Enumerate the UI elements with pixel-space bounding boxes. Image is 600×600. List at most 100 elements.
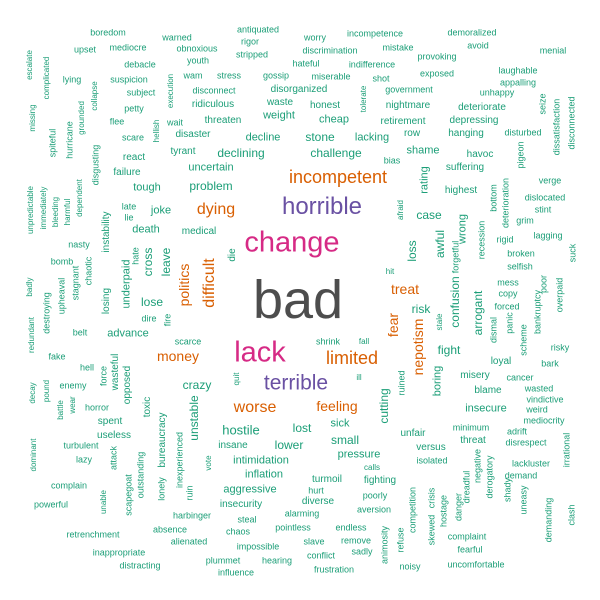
word-slave: slave: [303, 536, 325, 547]
word-complaint: complaint: [447, 531, 487, 542]
word-copy: copy: [498, 288, 518, 299]
word-isolated: isolated: [416, 455, 448, 466]
word-remove: remove: [340, 535, 372, 546]
word-worse: worse: [233, 399, 277, 416]
word-difficult: difficult: [201, 258, 218, 308]
word-menial: menial: [539, 45, 567, 56]
word-verge: verge: [538, 175, 562, 186]
word-distracting: distracting: [119, 560, 161, 571]
word-stripped: stripped: [235, 49, 269, 60]
word-badly: badly: [25, 277, 34, 297]
word-disrespect: disrespect: [505, 437, 547, 448]
word-hateful: hateful: [292, 58, 320, 69]
word-hit: hit: [385, 267, 395, 276]
word-scheme: scheme: [518, 324, 529, 356]
word-fearful: fearful: [457, 544, 483, 555]
word-wait: wait: [166, 117, 184, 128]
word-dissatisfaction: dissatisfaction: [551, 98, 562, 156]
word-case: case: [416, 208, 442, 222]
word-react: react: [122, 152, 146, 163]
word-worry: worry: [304, 32, 326, 43]
word-hell: hell: [79, 362, 95, 373]
word-steal: steal: [237, 514, 257, 525]
word-decline: decline: [245, 131, 281, 144]
word-uncertain: uncertain: [188, 161, 234, 174]
word-mediocre: mediocre: [109, 42, 147, 53]
word-noisy: noisy: [399, 561, 421, 572]
word-destroying: destroying: [41, 292, 52, 334]
word-versus: versus: [416, 442, 446, 453]
word-lower: lower: [274, 438, 304, 452]
word-boredom: boredom: [90, 27, 126, 38]
word-opposed: opposed: [122, 365, 133, 405]
word-threaten: threaten: [204, 115, 242, 126]
word-alarming: alarming: [284, 508, 320, 519]
word-afraid: afraid: [396, 199, 405, 221]
word-death: death: [132, 223, 160, 236]
word-dying: dying: [196, 201, 236, 218]
word-horrible: horrible: [281, 193, 363, 220]
word-bark: bark: [541, 358, 559, 369]
word-fighting: fighting: [363, 475, 397, 486]
word-influence: influence: [217, 567, 255, 578]
word-dismal: dismal: [488, 316, 499, 344]
word-grounded: grounded: [77, 101, 86, 135]
word-wasted: wasted: [524, 383, 554, 394]
word-lie: lie: [124, 212, 134, 223]
word-unstable: unstable: [187, 395, 201, 441]
word-nightmare: nightmare: [385, 100, 431, 111]
word-wear: wear: [68, 396, 77, 414]
word-waste: waste: [266, 97, 294, 108]
word-dependent: dependent: [75, 179, 84, 217]
word-disaster: disaster: [175, 129, 211, 140]
word-change: change: [244, 226, 340, 259]
word-advance: advance: [107, 327, 149, 340]
word-shot: shot: [372, 73, 390, 84]
word-nasty: nasty: [68, 239, 90, 250]
word-confusion: confusion: [448, 276, 462, 328]
word-incompetent: incompetent: [288, 167, 388, 187]
word-misery: misery: [460, 370, 490, 381]
word-quit: quit: [232, 372, 241, 386]
word-challenge: challenge: [310, 146, 362, 160]
word-shady: shady: [502, 477, 513, 503]
word-ruin: ruin: [184, 485, 195, 501]
word-retrenchment: retrenchment: [66, 529, 120, 540]
word-inflation: inflation: [245, 468, 283, 481]
word-appalling: appalling: [499, 77, 537, 88]
word-clash: clash: [566, 504, 577, 526]
word-unfair: unfair: [400, 428, 426, 439]
word-plummet: plummet: [205, 555, 241, 566]
word-fear: fear: [385, 312, 401, 338]
word-limited: limited: [325, 348, 379, 368]
word-ill: ill: [356, 373, 362, 382]
word-useless: useless: [97, 430, 131, 441]
word-laughable: laughable: [498, 65, 538, 76]
word-stone: stone: [305, 130, 335, 144]
word-pigeon: pigeon: [515, 141, 526, 169]
word-instability: instability: [101, 211, 112, 253]
word-threat: threat: [460, 435, 486, 446]
word-lazy: lazy: [75, 454, 93, 465]
word-terrible: terrible: [263, 371, 329, 395]
word-debacle: debacle: [124, 59, 156, 70]
word-bias: bias: [383, 155, 401, 166]
word-leave: leave: [159, 247, 173, 277]
word-refuse: refuse: [395, 527, 406, 553]
word-deterioration: deterioration: [500, 177, 511, 229]
word-recession: recession: [476, 220, 487, 260]
word-diverse: diverse: [301, 496, 335, 507]
word-stint: stint: [534, 204, 552, 215]
word-intimidation: intimidation: [233, 454, 289, 467]
word-complain: complain: [50, 480, 88, 491]
word-adrift: adrift: [506, 426, 528, 437]
word-awful: awful: [433, 229, 447, 259]
word-skewed: skewed: [426, 514, 437, 546]
word-scapegoat: scapegoat: [123, 474, 134, 516]
word-arrogant: arrogant: [471, 290, 485, 336]
word-uncomfortable: uncomfortable: [447, 559, 505, 570]
word-lonely: lonely: [156, 477, 167, 501]
word-forced: forced: [494, 301, 520, 312]
word-chaotic: chaotic: [83, 256, 94, 286]
word-youth: youth: [186, 55, 210, 66]
